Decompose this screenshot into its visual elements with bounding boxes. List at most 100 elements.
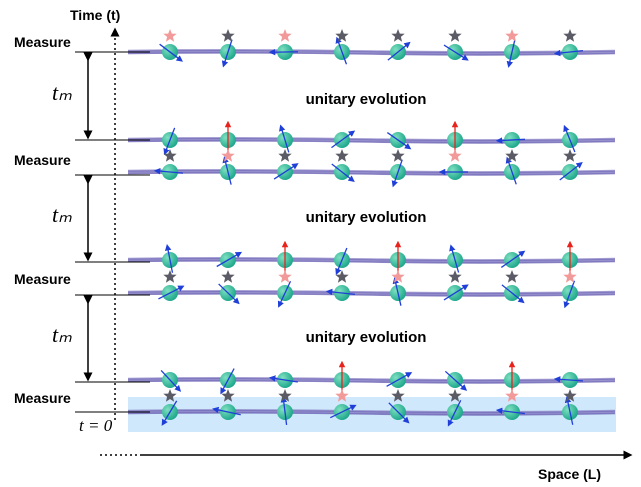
spin [506, 39, 516, 68]
interval-label: tₘ [52, 80, 72, 105]
star [163, 270, 177, 283]
chain-strand [127, 137, 616, 141]
measure-label: Measure [14, 152, 71, 168]
chain-strand [127, 172, 616, 176]
spin [391, 159, 403, 188]
chain-strand [127, 410, 616, 414]
spin [444, 370, 468, 391]
chain-strand [127, 49, 616, 53]
spin [553, 49, 583, 57]
spin [505, 156, 517, 185]
spin [280, 395, 288, 425]
chains [127, 29, 616, 427]
spin [216, 251, 243, 268]
star [163, 29, 177, 42]
spin [153, 167, 184, 175]
spin [495, 407, 525, 415]
chain-strand [127, 170, 616, 174]
spin [447, 400, 462, 427]
chain-strand [127, 380, 616, 384]
star [391, 149, 405, 162]
spin [163, 127, 176, 156]
spin [563, 280, 576, 309]
spin [164, 244, 174, 273]
chain-strand [127, 378, 616, 382]
interval-label: tₘ [52, 202, 72, 227]
chain-strand [127, 138, 616, 142]
space-label: Space (L) [538, 466, 601, 482]
interval-label: tₘ [52, 322, 72, 347]
chain-strand [127, 259, 616, 263]
star [563, 149, 577, 162]
spin [386, 372, 413, 387]
chain-strand [127, 260, 616, 264]
spin [331, 130, 356, 149]
chain-strand [127, 140, 616, 144]
spin [449, 244, 460, 273]
spin [563, 124, 576, 153]
star [505, 270, 519, 283]
chain-strand [127, 379, 616, 383]
level-lines [75, 51, 150, 413]
spin [158, 285, 185, 300]
measure-label: Measure [14, 390, 71, 406]
spin [160, 370, 182, 392]
star [505, 29, 519, 42]
spin [268, 375, 298, 383]
spin [277, 280, 292, 308]
evolution-label: unitary evolution [306, 91, 427, 108]
chain-strand [127, 293, 616, 297]
star [163, 149, 177, 162]
spin [159, 43, 183, 62]
chain-strand [127, 258, 616, 262]
chain-strand [127, 51, 616, 55]
spin [443, 284, 469, 301]
star [221, 270, 235, 283]
chain-strand [127, 257, 616, 261]
spin [564, 396, 574, 425]
spin [388, 402, 410, 424]
measure-label: Measure [14, 271, 71, 287]
spin [495, 137, 526, 144]
spin [443, 44, 469, 61]
star [448, 29, 462, 42]
spin [330, 404, 357, 419]
star [335, 270, 349, 283]
spin [161, 400, 178, 426]
spin [218, 283, 240, 305]
chain-strand [127, 292, 616, 296]
star [278, 149, 292, 162]
spin [335, 36, 348, 65]
chain-strand [127, 139, 616, 143]
spin [325, 288, 355, 296]
spin [501, 284, 525, 304]
origin-label: t = 0 [79, 416, 113, 435]
spin [220, 368, 235, 395]
measure-label: Measure [14, 34, 71, 50]
star [221, 389, 235, 402]
evolution-label: unitary evolution [306, 209, 427, 226]
star [563, 389, 577, 402]
star [278, 389, 292, 402]
time-label: Time (t) [70, 7, 120, 23]
star [391, 389, 405, 402]
spin [500, 250, 526, 268]
star [448, 270, 462, 283]
star [505, 389, 519, 402]
star [221, 149, 235, 162]
chain-strand [127, 409, 616, 413]
star [221, 29, 235, 42]
spin [387, 41, 411, 61]
star [335, 29, 349, 42]
spin [279, 124, 290, 153]
spin [221, 39, 233, 68]
star [448, 149, 462, 162]
star [563, 29, 577, 42]
spin [392, 277, 402, 306]
chain-strand [127, 377, 616, 381]
star [335, 389, 349, 402]
chain-strand [127, 50, 616, 54]
spin [273, 163, 299, 180]
